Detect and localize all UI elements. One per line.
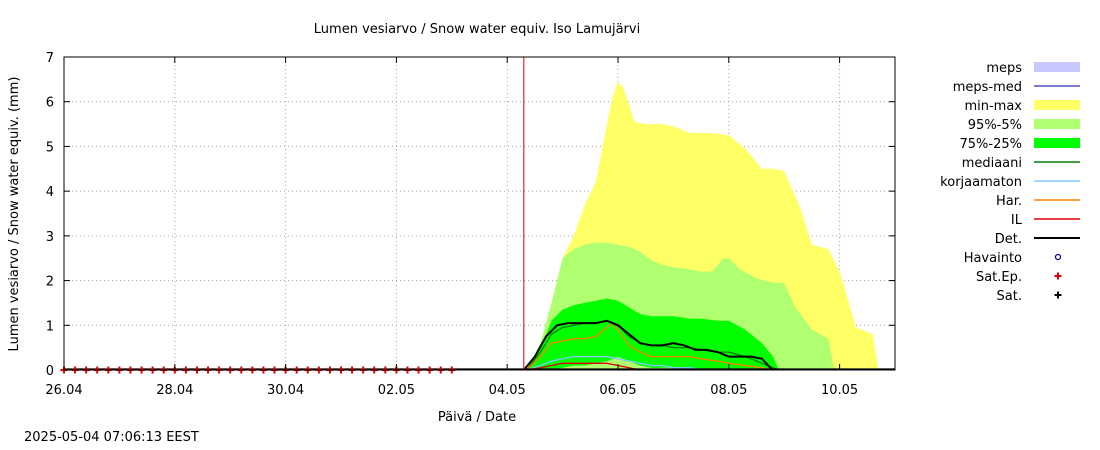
footer-timestamp: 2025-05-04 07:06:13 EEST bbox=[24, 430, 199, 445]
chart-title: Lumen vesiarvo / Snow water equiv. Iso L… bbox=[314, 22, 640, 37]
legend-label: 95%-5% bbox=[968, 118, 1022, 133]
y-tick-label: 3 bbox=[46, 230, 54, 245]
legend-item: Sat. bbox=[997, 289, 1062, 304]
plot-frame bbox=[63, 56, 896, 371]
band-series bbox=[523, 81, 879, 370]
legend-item: mediaani bbox=[962, 156, 1080, 171]
legend-swatch bbox=[1034, 138, 1080, 148]
legend-swatch bbox=[1034, 62, 1080, 72]
y-tick-label: 2 bbox=[46, 275, 54, 290]
legend: meps meps-med min-max 95%-5% 75%-25% mediaani… bbox=[940, 61, 1080, 304]
legend-label: Sat. bbox=[997, 289, 1022, 304]
line-korjaamaton bbox=[526, 355, 707, 371]
legend-label: Har. bbox=[996, 194, 1022, 209]
legend-label: min-max bbox=[964, 99, 1022, 114]
legend-item: meps bbox=[986, 61, 1080, 76]
y-tick-label: 4 bbox=[46, 185, 54, 200]
legend-label: Havainto bbox=[964, 251, 1022, 266]
legend-swatch bbox=[1054, 253, 1062, 261]
x-tick-label: 06.05 bbox=[599, 383, 636, 398]
x-tick-label: 08.05 bbox=[710, 383, 747, 398]
line-il bbox=[526, 362, 641, 371]
y-tick-label: 1 bbox=[46, 319, 54, 334]
legend-item: Havainto bbox=[964, 251, 1062, 266]
legend-label: Sat.Ep. bbox=[976, 270, 1022, 285]
legend-item: 95%-5% bbox=[968, 118, 1080, 133]
legend-item: 75%-25% bbox=[960, 137, 1080, 152]
legend-swatch bbox=[1034, 100, 1080, 110]
y-tick-label: 5 bbox=[46, 140, 54, 155]
legend-label: korjaamaton bbox=[940, 175, 1022, 190]
legend-swatch bbox=[1034, 119, 1080, 129]
legend-label: meps-med bbox=[953, 80, 1022, 95]
x-tick-label: 04.05 bbox=[489, 383, 526, 398]
x-tick-label: 02.05 bbox=[378, 383, 415, 398]
line-har- bbox=[526, 322, 774, 371]
legend-item: Sat.Ep. bbox=[976, 270, 1062, 285]
legend-label: 75%-25% bbox=[960, 137, 1022, 152]
legend-label: IL bbox=[1011, 213, 1023, 228]
legend-label: meps bbox=[986, 61, 1022, 76]
y-axis-label: Lumen vesiarvo / Snow water equiv. (mm) bbox=[7, 77, 22, 352]
x-tick-label: 30.04 bbox=[267, 383, 304, 398]
y-tick-label: 7 bbox=[46, 51, 54, 66]
line-series bbox=[64, 319, 895, 371]
x-axis-ticks: 26.04 28.04 30.04 02.05 04.05 06.05 08.05 10.05 bbox=[45, 57, 858, 398]
legend-label: Det. bbox=[995, 232, 1022, 247]
x-tick-label: 10.05 bbox=[821, 383, 858, 398]
x-tick-label: 26.04 bbox=[45, 383, 82, 398]
legend-label: mediaani bbox=[962, 156, 1022, 171]
legend-item: Har. bbox=[996, 194, 1080, 209]
x-axis-label: Päivä / Date bbox=[438, 410, 516, 425]
y-axis-ticks: 0 1 2 3 4 5 6 7 bbox=[46, 51, 895, 379]
line-det- bbox=[523, 319, 774, 371]
legend-item: korjaamaton bbox=[940, 175, 1080, 190]
legend-item: min-max bbox=[964, 99, 1080, 114]
legend-item: Det. bbox=[995, 232, 1080, 247]
legend-item: IL bbox=[1011, 213, 1080, 228]
legend-item: meps-med bbox=[953, 80, 1080, 95]
y-tick-label: 0 bbox=[46, 364, 54, 379]
x-tick-label: 28.04 bbox=[156, 383, 193, 398]
y-tick-label: 6 bbox=[46, 96, 54, 111]
